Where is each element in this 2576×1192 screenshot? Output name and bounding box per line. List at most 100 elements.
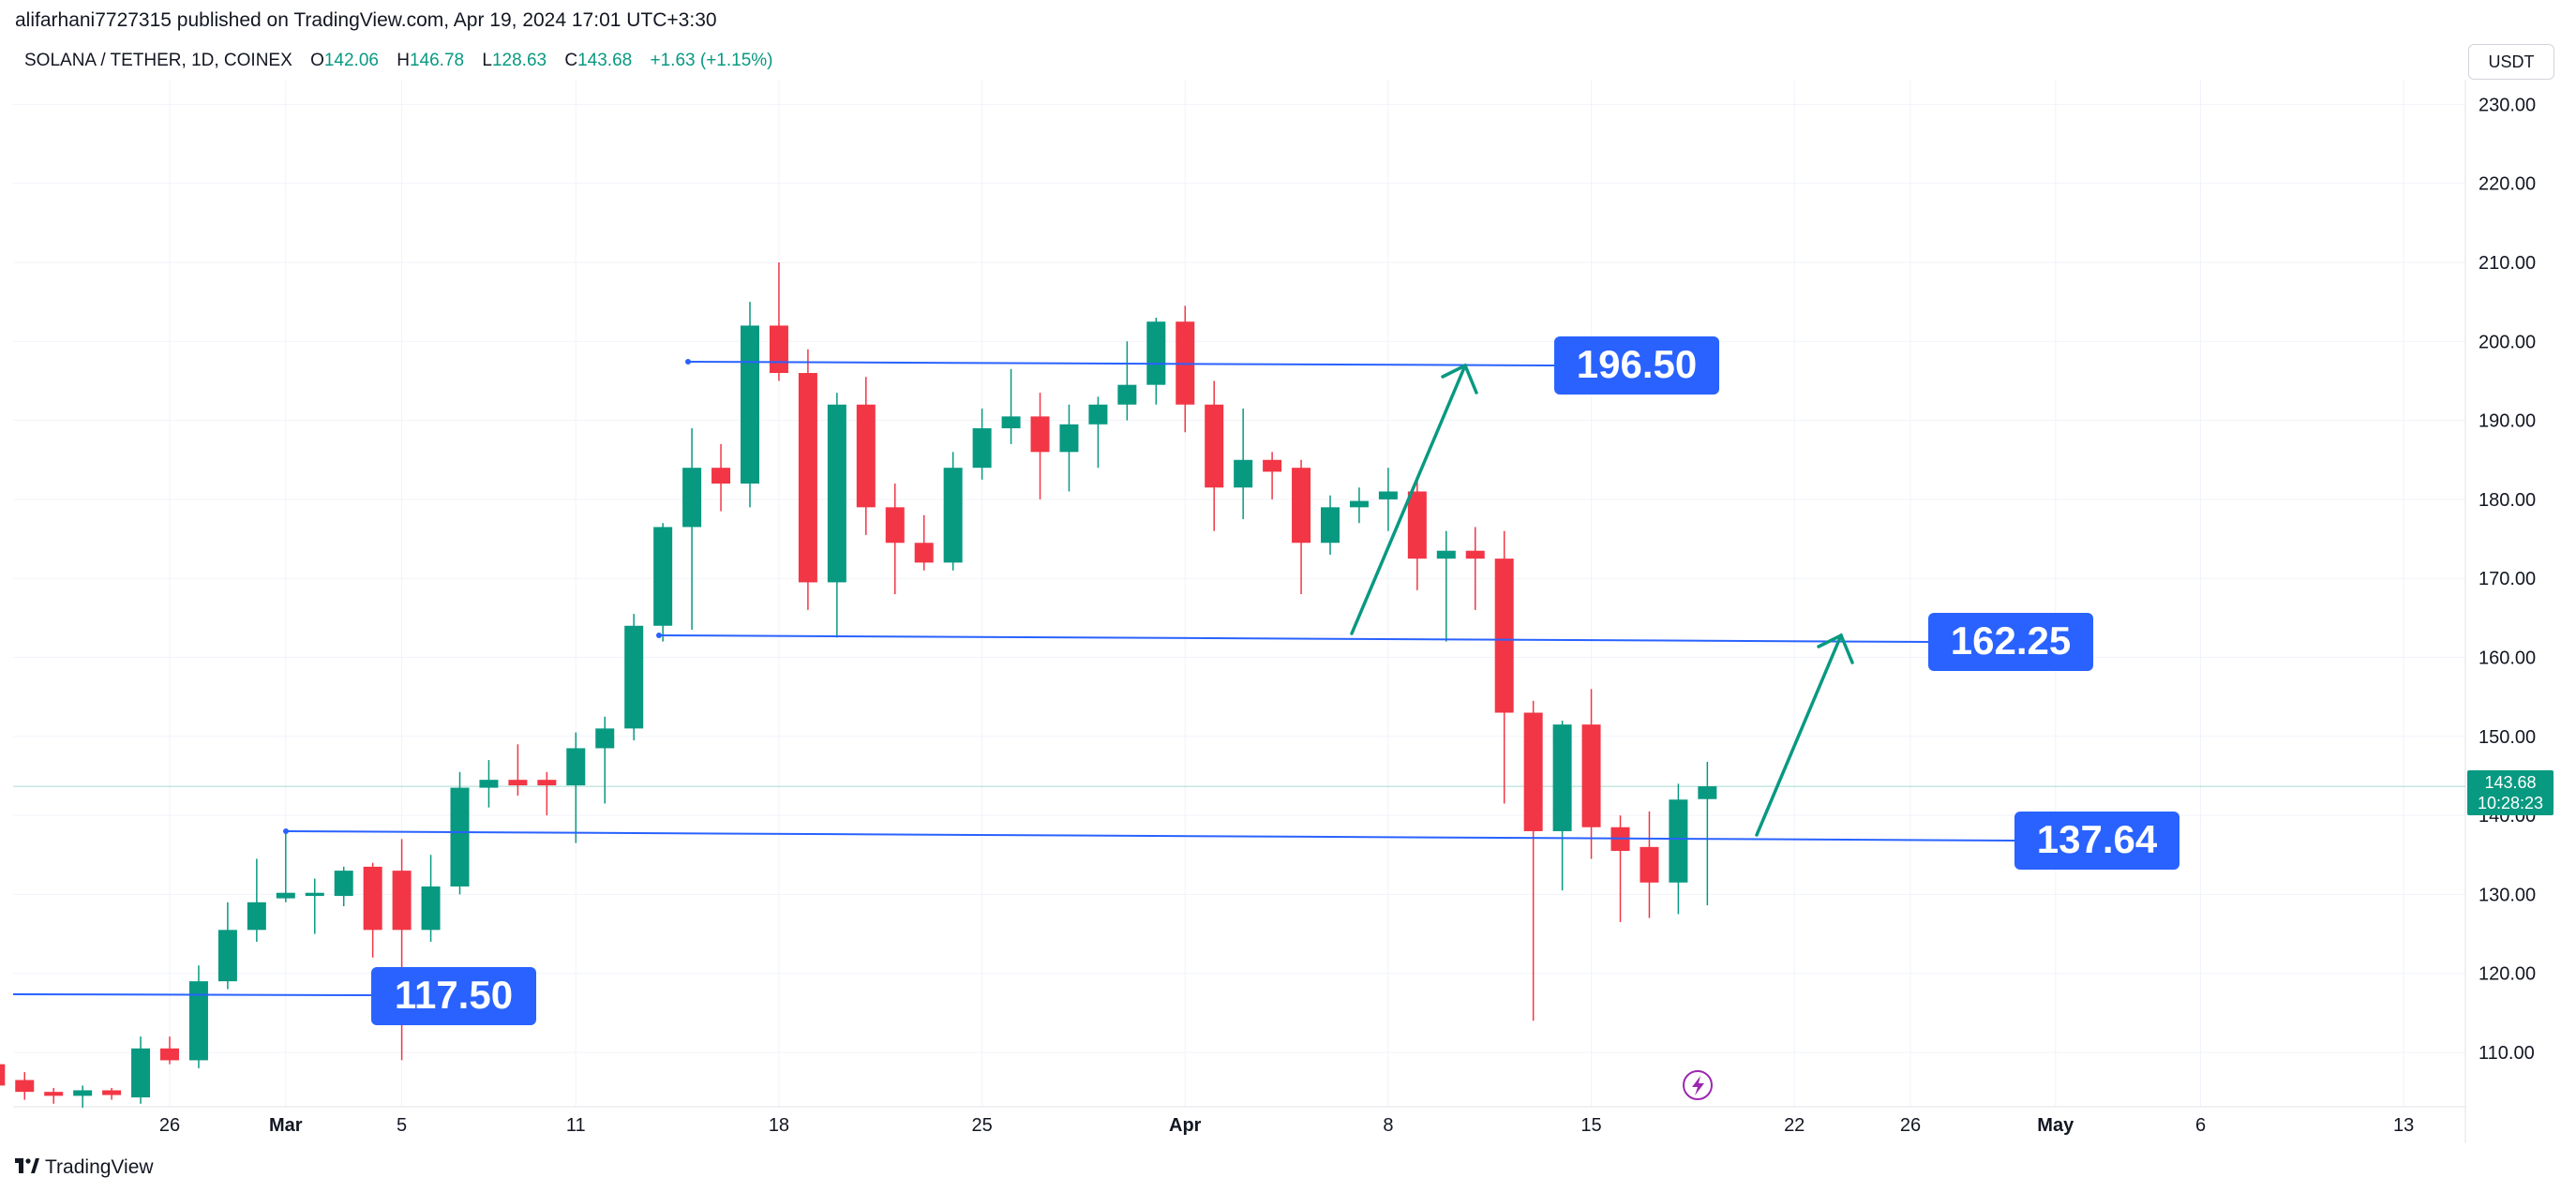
- open-label: O: [310, 51, 324, 70]
- candle-body: [741, 325, 759, 484]
- candle: [1698, 761, 1717, 905]
- candle: [0, 1064, 6, 1086]
- candle: [1581, 689, 1601, 859]
- low-value: 128.63: [491, 51, 547, 70]
- level-label-text: 137.64: [2037, 817, 2158, 861]
- candle: [885, 484, 905, 595]
- level-label-162: 162.25: [1928, 613, 2093, 671]
- candle: [595, 716, 615, 804]
- level-label-text: 196.50: [1577, 342, 1697, 386]
- candle: [479, 760, 499, 808]
- candle-body: [769, 325, 788, 374]
- candle: [1234, 408, 1253, 519]
- candle: [508, 744, 528, 797]
- candle: [1378, 468, 1398, 531]
- candle-body: [1494, 559, 1514, 713]
- candle-body: [1581, 724, 1601, 827]
- arrow-up-1: [1350, 364, 1467, 635]
- candle-body: [1465, 550, 1485, 559]
- time-tick-label: 26: [1900, 1115, 1921, 1136]
- time-tick-label: 26: [159, 1115, 180, 1136]
- level-label-text: 162.25: [1951, 618, 2071, 663]
- level-label-text: 117.50: [395, 973, 513, 1017]
- candle-body: [1349, 500, 1369, 508]
- level-label-117: 117.50: [371, 967, 536, 1025]
- candle: [1117, 341, 1137, 421]
- candle-body: [363, 866, 382, 931]
- time-tick-label: 18: [769, 1115, 789, 1136]
- candle-body: [160, 1048, 179, 1061]
- candle-body: [566, 748, 586, 786]
- candle: [566, 732, 586, 843]
- candle: [188, 965, 208, 1068]
- candle-body: [1552, 724, 1572, 831]
- projection-arrows: [1350, 363, 1854, 837]
- time-tick-label: 15: [1580, 1115, 1601, 1136]
- level-line-137: [285, 830, 2016, 842]
- candle: [1494, 530, 1514, 804]
- level-lines: [12, 361, 2016, 996]
- candle: [943, 452, 963, 571]
- candle-body: [972, 428, 992, 469]
- price-tick-label: 210.00: [2479, 253, 2536, 274]
- open-value: 142.06: [323, 51, 379, 70]
- candle: [421, 855, 441, 942]
- candle: [160, 1036, 179, 1065]
- tradingview-brand[interactable]: TradingView: [15, 1156, 154, 1179]
- anchor-point: [656, 633, 662, 638]
- candle: [102, 1087, 122, 1100]
- candle: [1292, 459, 1311, 595]
- price-tick-label: 130.00: [2479, 885, 2536, 905]
- anchor-point: [283, 828, 289, 834]
- level-label-196: 196.50: [1554, 336, 1719, 395]
- time-tick-label: 8: [1383, 1115, 1393, 1136]
- candle: [1640, 811, 1659, 918]
- candle-body: [1523, 712, 1543, 831]
- lightning-icon[interactable]: [1683, 1070, 1713, 1100]
- candle: [769, 262, 788, 381]
- candle: [914, 514, 934, 571]
- candle-body: [595, 728, 615, 749]
- candle-body: [276, 892, 295, 899]
- candle-body: [1321, 507, 1340, 544]
- candle: [131, 1036, 151, 1104]
- candle: [247, 858, 266, 942]
- candle: [15, 1072, 35, 1100]
- candle-body: [102, 1090, 122, 1095]
- arrow-head-1: [1441, 363, 1478, 395]
- candle-body: [508, 780, 528, 786]
- time-tick-label: Mar: [269, 1115, 303, 1136]
- candle: [1146, 318, 1166, 405]
- candle: [1176, 305, 1195, 433]
- candle: [682, 428, 702, 630]
- candle-body: [44, 1092, 64, 1096]
- candle-body: [624, 625, 644, 729]
- candle: [1059, 404, 1079, 492]
- candle-body: [914, 543, 934, 563]
- candle-body: [305, 892, 324, 897]
- candle-body: [1263, 459, 1282, 472]
- price-tick-label: 120.00: [2479, 964, 2536, 985]
- level-label-137: 137.64: [2014, 812, 2179, 870]
- candle: [827, 393, 846, 638]
- currency-button[interactable]: USDT: [2468, 44, 2554, 80]
- time-tick-label: 6: [2195, 1115, 2206, 1136]
- high-label: H: [397, 51, 410, 70]
- candle: [276, 830, 295, 902]
- candle-body: [1378, 491, 1398, 499]
- tradingview-logo-icon: [15, 1157, 39, 1178]
- candle-body: [0, 1064, 6, 1086]
- candle: [450, 771, 470, 895]
- candle: [741, 302, 759, 508]
- time-tick-label: Apr: [1169, 1115, 1202, 1136]
- price-tick-label: 170.00: [2479, 569, 2536, 589]
- candle-body: [217, 930, 237, 982]
- low-label: L: [482, 51, 492, 70]
- candle-body: [711, 468, 731, 484]
- close-value: 143.68: [577, 51, 633, 70]
- candle-body: [334, 871, 353, 897]
- candle-body: [798, 373, 817, 583]
- time-tick-label: 22: [1784, 1115, 1805, 1136]
- candle: [537, 771, 557, 816]
